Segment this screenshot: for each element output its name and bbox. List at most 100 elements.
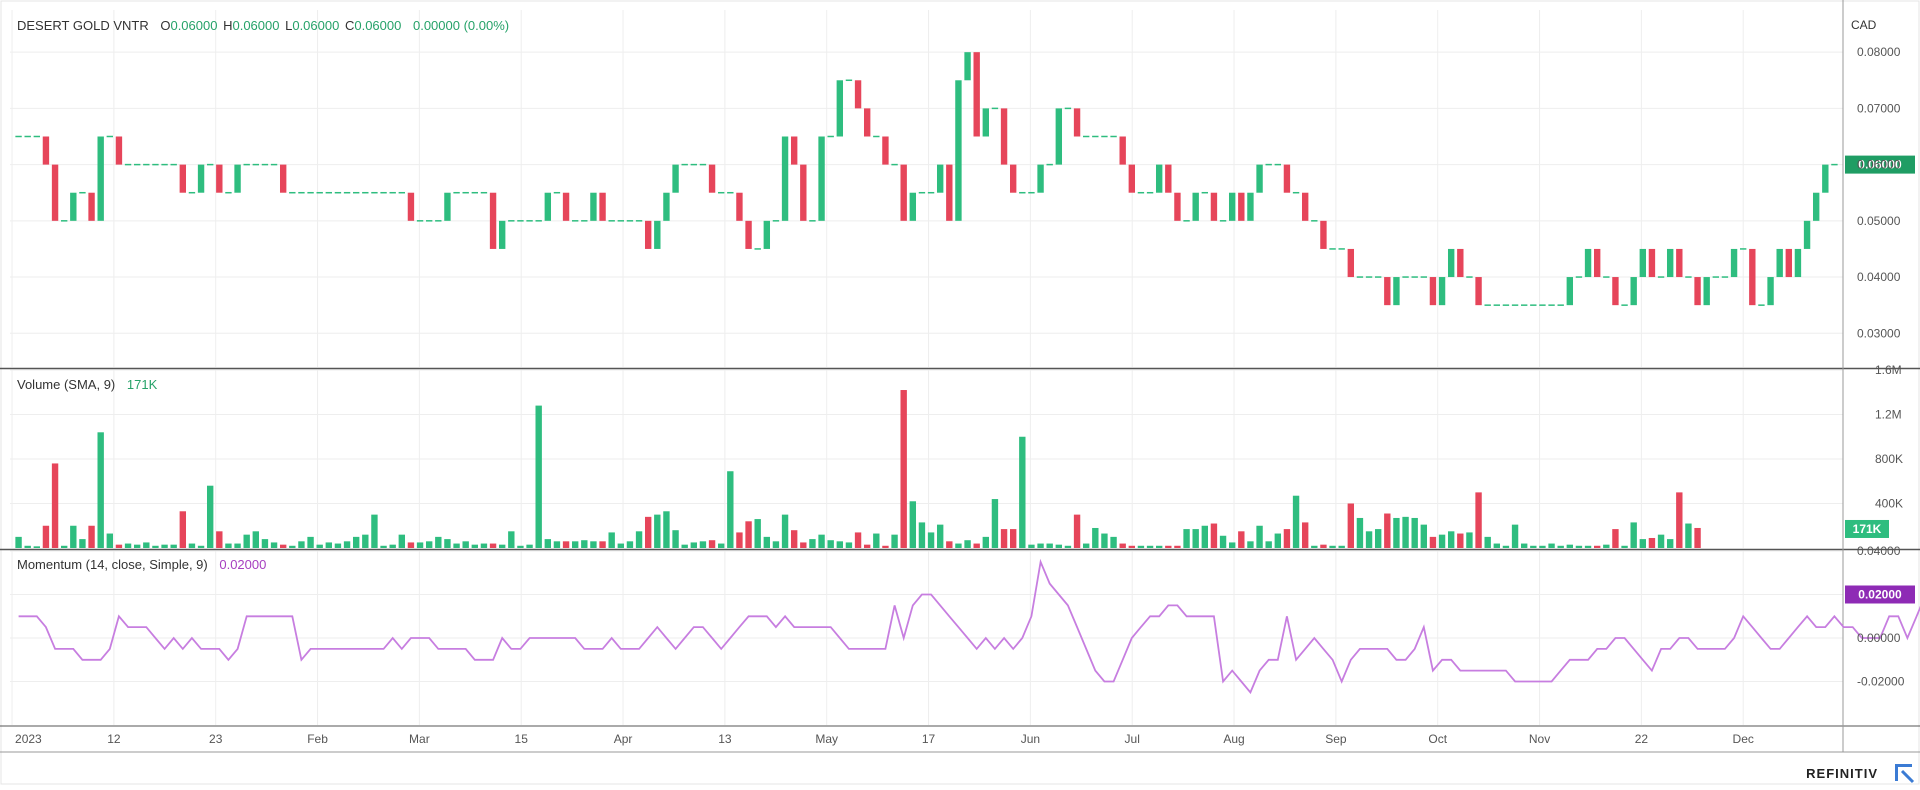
volume-bar[interactable] [188, 543, 196, 548]
volume-bar[interactable] [307, 536, 314, 548]
volume-bar[interactable] [1666, 539, 1674, 548]
volume-bar[interactable] [1183, 529, 1190, 548]
volume-bar[interactable] [909, 501, 917, 548]
volume-bar[interactable] [15, 536, 22, 548]
volume-bar[interactable] [152, 545, 159, 548]
volume-bar[interactable] [1274, 533, 1282, 548]
price-candle[interactable] [498, 220, 506, 249]
volume-bar[interactable] [690, 542, 698, 548]
volume-bar[interactable] [727, 471, 734, 548]
price-candle[interactable] [1210, 192, 1218, 221]
volume-bar[interactable] [170, 544, 177, 548]
volume-bar[interactable] [97, 432, 104, 548]
price-candle[interactable] [1238, 192, 1245, 221]
price-candle[interactable] [1457, 248, 1464, 278]
price-candle[interactable] [590, 192, 597, 221]
volume-bar[interactable] [416, 542, 424, 548]
volume-bar[interactable] [1438, 534, 1446, 548]
volume-bar[interactable] [1082, 543, 1090, 548]
volume-bar[interactable] [1630, 522, 1637, 548]
volume-bar[interactable] [827, 540, 834, 548]
price-candle[interactable] [444, 192, 451, 221]
volume-bar[interactable] [1247, 541, 1254, 548]
volume-bar[interactable] [900, 390, 907, 548]
volume-bar[interactable] [1603, 544, 1610, 548]
volume-bar[interactable] [79, 539, 86, 548]
volume-bar[interactable] [927, 532, 935, 548]
price-candle[interactable] [1694, 277, 1701, 306]
volume-bar[interactable] [1593, 545, 1601, 548]
volume-bar[interactable] [1621, 545, 1628, 548]
volume-bar[interactable] [1411, 517, 1418, 548]
price-candle[interactable] [234, 164, 241, 193]
volume-bar[interactable] [508, 531, 515, 548]
volume-bar[interactable] [1292, 495, 1300, 548]
price-candle[interactable] [781, 136, 789, 221]
volume-bar[interactable] [1557, 545, 1564, 548]
volume-bar[interactable] [1238, 531, 1245, 548]
price-candle[interactable] [1438, 277, 1446, 306]
volume-bar[interactable] [1155, 545, 1163, 548]
volume-bar[interactable] [1028, 544, 1035, 548]
volume-bar[interactable] [1548, 543, 1555, 548]
price-candle[interactable] [42, 136, 50, 165]
volume-bar[interactable] [1657, 534, 1665, 548]
price-candle[interactable] [489, 192, 497, 249]
volume-bar[interactable] [873, 533, 880, 548]
volume-bar[interactable] [1210, 523, 1218, 548]
volume-bar[interactable] [946, 541, 953, 548]
volume-bar[interactable] [352, 536, 360, 548]
price-candle[interactable] [1447, 248, 1455, 278]
volume-bar[interactable] [708, 540, 716, 548]
volume-bar[interactable] [891, 534, 898, 548]
volume-bar[interactable] [644, 516, 652, 548]
volume-bar[interactable] [781, 514, 789, 548]
volume-bar[interactable] [1110, 536, 1117, 548]
price-candle[interactable] [216, 164, 223, 193]
price-candle[interactable] [1612, 277, 1619, 306]
price-candle[interactable] [900, 164, 907, 221]
volume-bar[interactable] [270, 542, 278, 548]
volume-bar[interactable] [1165, 545, 1172, 548]
volume-bar[interactable] [1009, 529, 1017, 548]
volume-bar[interactable] [608, 532, 615, 548]
volume-bar[interactable] [1311, 545, 1318, 548]
volume-bar[interactable] [1347, 503, 1355, 549]
price-candle[interactable] [407, 192, 415, 221]
volume-bar[interactable] [261, 539, 269, 548]
volume-bar[interactable] [1073, 514, 1081, 548]
volume-bar[interactable] [1301, 522, 1309, 548]
price-candle[interactable] [955, 80, 962, 221]
volume-bar[interactable] [179, 511, 187, 548]
price-candle[interactable] [1393, 277, 1400, 306]
price-candle[interactable] [1155, 164, 1163, 193]
volume-bar[interactable] [1539, 545, 1546, 548]
volume-bar[interactable] [216, 531, 223, 548]
price-candle[interactable] [1630, 277, 1637, 306]
volume-bar[interactable] [562, 541, 570, 548]
volume-bar[interactable] [809, 539, 816, 548]
volume-bar[interactable] [498, 544, 506, 548]
price-candle[interactable] [1347, 248, 1355, 278]
volume-bar[interactable] [1064, 545, 1072, 548]
volume-bar[interactable] [1566, 544, 1574, 548]
volume-bar[interactable] [1019, 436, 1026, 548]
volume-bar[interactable] [854, 532, 862, 548]
price-candle[interactable] [1174, 192, 1181, 221]
volume-bar[interactable] [863, 544, 871, 548]
volume-bar[interactable] [1520, 543, 1528, 548]
volume-bar[interactable] [289, 545, 296, 548]
volume-bar[interactable] [1174, 545, 1181, 548]
volume-bar[interactable] [1493, 543, 1501, 548]
volume-bar[interactable] [316, 544, 323, 548]
volume-bar[interactable] [325, 542, 333, 548]
volume-bar[interactable] [279, 544, 287, 548]
volume-bar[interactable] [772, 541, 780, 548]
volume-bar[interactable] [24, 545, 31, 548]
volume-bar[interactable] [1502, 545, 1510, 548]
volume-bar[interactable] [1575, 545, 1583, 548]
volume-bar[interactable] [1119, 543, 1126, 548]
price-candle[interactable] [982, 108, 990, 137]
volume-bar[interactable] [1101, 533, 1108, 548]
